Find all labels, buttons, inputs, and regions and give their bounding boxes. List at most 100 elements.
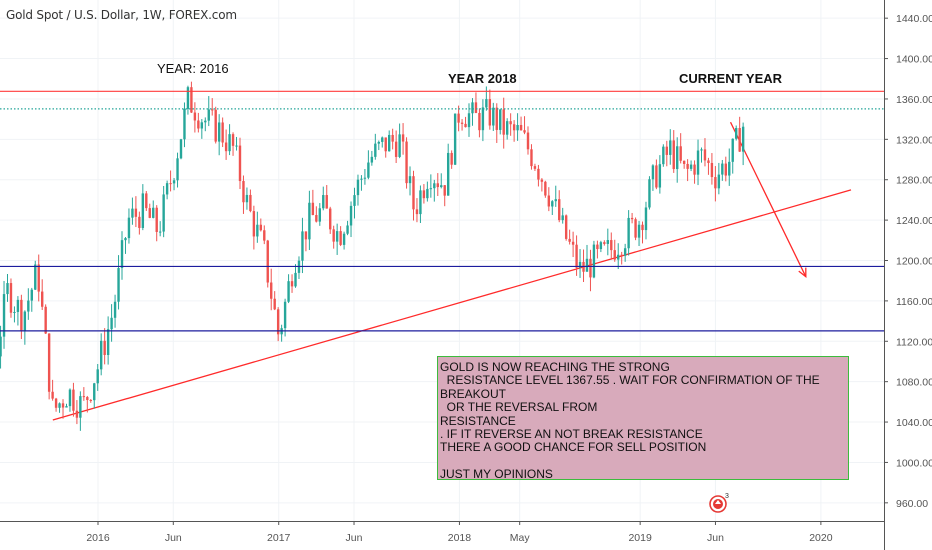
candle-body <box>509 121 512 125</box>
annotation-year-2018[interactable]: YEAR 2018 <box>448 71 517 86</box>
analysis-note-box[interactable]: GOLD IS NOW REACHING THE STRONG RESISTAN… <box>437 356 849 481</box>
candle-body <box>339 231 342 245</box>
candle-body <box>391 134 394 142</box>
candle-body <box>86 397 89 401</box>
candle-body <box>648 179 651 208</box>
candle-body <box>124 238 127 241</box>
candle-body <box>408 176 412 184</box>
candle-body <box>436 183 439 188</box>
candle-body <box>537 168 540 180</box>
candle-body <box>554 199 557 202</box>
candle-body <box>519 124 523 131</box>
candle-body <box>492 107 495 126</box>
time-axis: 2016 Jun 2017 Jun 2018 May 2019 Jun 2020 <box>0 521 884 544</box>
annotation-year-2016[interactable]: YEAR: 2016 <box>157 61 229 76</box>
candle-body <box>415 209 419 215</box>
candle-body <box>676 146 679 170</box>
logo-badge-count: 3 <box>725 493 729 500</box>
candle-body <box>446 152 450 196</box>
candle-body <box>703 149 707 161</box>
candle-body <box>162 194 165 232</box>
candle-body <box>6 283 9 295</box>
candle-body <box>544 181 547 196</box>
candle-body <box>13 311 16 313</box>
candle-body <box>717 174 721 189</box>
candle-body <box>592 244 596 278</box>
candle-body <box>270 282 273 299</box>
candle-body <box>318 208 321 222</box>
candle-body <box>304 231 308 240</box>
candle-body <box>308 202 311 240</box>
candle-body <box>256 224 259 237</box>
ascending-trend-line <box>52 189 852 421</box>
candle-body <box>401 134 405 142</box>
candle-body <box>238 145 242 182</box>
x-tick-label: Jun <box>346 532 363 544</box>
candle-body <box>728 161 731 176</box>
candle-body <box>37 264 40 292</box>
candle-body <box>485 99 488 108</box>
candle-body <box>388 134 391 152</box>
y-tick-label: 1040.00 <box>896 417 932 429</box>
candle-body <box>242 181 245 203</box>
candle-body <box>311 202 315 216</box>
y-tick-label: 1360.00 <box>896 94 932 106</box>
candle-body <box>152 207 155 218</box>
candle-body <box>627 217 630 249</box>
candle-body <box>370 156 374 163</box>
chart-title: Gold Spot / U.S. Dollar, 1W, FOREX.com <box>6 8 237 22</box>
y-tick-label: 1320.00 <box>896 134 932 146</box>
candle-body <box>193 112 197 121</box>
candle-body <box>564 215 568 239</box>
candle-body <box>457 113 460 123</box>
candle-body <box>381 137 384 142</box>
candle-body <box>266 240 269 283</box>
candle-body <box>589 258 592 278</box>
y-tick-label: 1160.00 <box>896 296 932 308</box>
candle-body <box>113 301 117 318</box>
annotation-current-year[interactable]: CURRENT YEAR <box>679 71 783 86</box>
x-tick-label: 2017 <box>267 532 291 544</box>
candle-body <box>169 183 172 185</box>
candle-body <box>335 231 339 242</box>
candle-body <box>27 300 30 312</box>
candle-body <box>651 165 655 180</box>
candle-body <box>82 396 86 398</box>
candle-body <box>662 146 665 165</box>
candle-body <box>190 87 193 113</box>
candle-body <box>530 149 533 167</box>
y-tick-label: 1440.00 <box>896 13 932 25</box>
candle-body <box>655 165 658 188</box>
candle-body <box>433 183 436 189</box>
candle-body <box>290 281 294 287</box>
candle-body <box>2 294 6 337</box>
candle-body <box>61 403 65 408</box>
candle-body <box>710 162 714 178</box>
candle-body <box>707 160 710 163</box>
candle-body <box>89 400 92 402</box>
candle-body <box>287 281 290 302</box>
candle-body <box>474 102 478 113</box>
candle-body <box>561 215 564 221</box>
candle-body <box>342 233 346 245</box>
candle-body <box>523 130 526 133</box>
candle-body <box>273 298 276 310</box>
candle-body <box>571 241 575 245</box>
x-tick-label: 2018 <box>448 532 472 544</box>
candle-body <box>453 113 457 165</box>
candle-body <box>558 199 561 221</box>
candle-body <box>495 107 498 130</box>
candle-body <box>110 317 113 330</box>
candle-body <box>630 217 634 220</box>
candle-body <box>249 194 252 212</box>
candle-body <box>585 258 589 272</box>
candle-body <box>99 340 103 370</box>
candle-body <box>658 164 662 188</box>
candle-body <box>221 122 224 143</box>
candle-body <box>398 134 401 157</box>
tradingview-logo-icon[interactable]: 3 <box>709 491 731 513</box>
x-tick-label: Jun <box>165 532 182 544</box>
candle-body <box>134 208 138 217</box>
candle-body <box>620 254 623 256</box>
